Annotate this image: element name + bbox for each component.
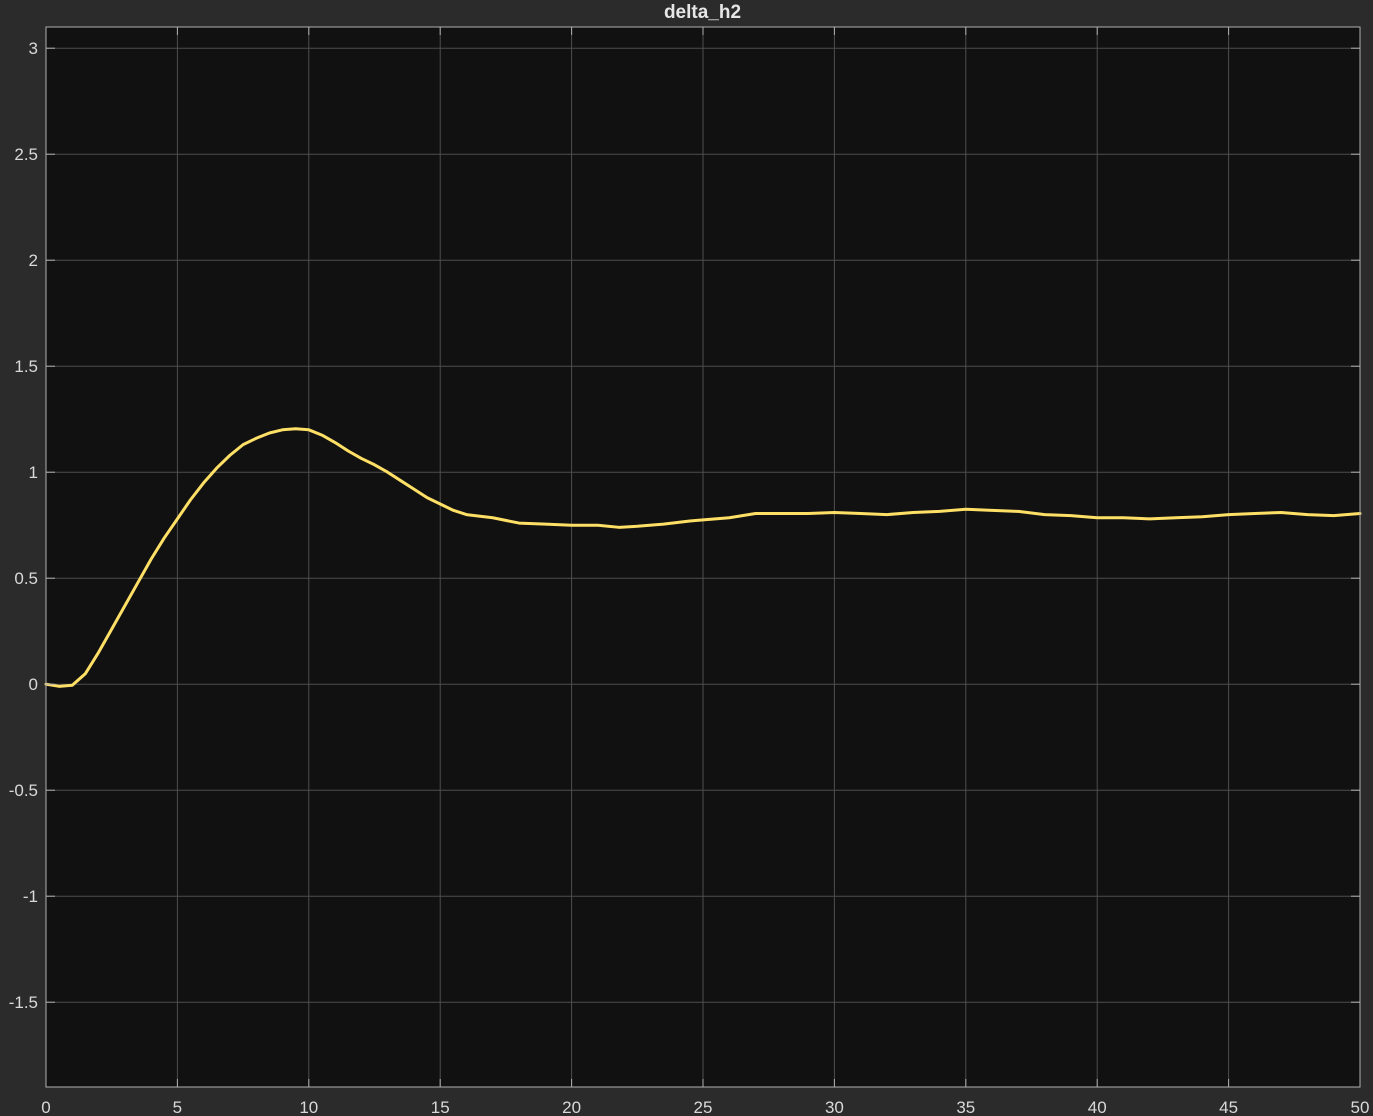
y-tick-label: 1 bbox=[29, 463, 38, 482]
y-tick-label: 3 bbox=[29, 39, 38, 58]
x-tick-label: 0 bbox=[41, 1098, 50, 1116]
y-tick-label: 2 bbox=[29, 251, 38, 270]
x-tick-label: 25 bbox=[694, 1098, 713, 1116]
x-tick-label: 20 bbox=[562, 1098, 581, 1116]
x-tick-label: 10 bbox=[299, 1098, 318, 1116]
x-tick-label: 45 bbox=[1219, 1098, 1238, 1116]
y-tick-label: 1.5 bbox=[14, 357, 38, 376]
axis-ticks: 0 5 10 15 20 25 30 35 40 45 50 -1.5 -1 -0.5 0 0.5 1 1.5 2 2… bbox=[9, 27, 1370, 1116]
y-tick-label: 0 bbox=[29, 675, 38, 694]
y-tick-label: -1.5 bbox=[9, 993, 38, 1012]
series-line bbox=[44, 427, 1362, 688]
chart-title: delta_h2 bbox=[664, 2, 741, 23]
y-tick-label: 0.5 bbox=[14, 569, 38, 588]
y-tick-label: -1 bbox=[23, 887, 38, 906]
x-tick-label: 30 bbox=[825, 1098, 844, 1116]
x-tick-label: 15 bbox=[431, 1098, 450, 1116]
x-tick-label: 40 bbox=[1088, 1098, 1107, 1116]
x-tick-label: 50 bbox=[1351, 1098, 1370, 1116]
y-tick-label: 2.5 bbox=[14, 145, 38, 164]
grid-lines bbox=[46, 27, 1360, 1087]
x-tick-label: 35 bbox=[956, 1098, 975, 1116]
data-series bbox=[44, 427, 1362, 688]
x-tick-label: 5 bbox=[173, 1098, 182, 1116]
y-tick-label: -0.5 bbox=[9, 781, 38, 800]
